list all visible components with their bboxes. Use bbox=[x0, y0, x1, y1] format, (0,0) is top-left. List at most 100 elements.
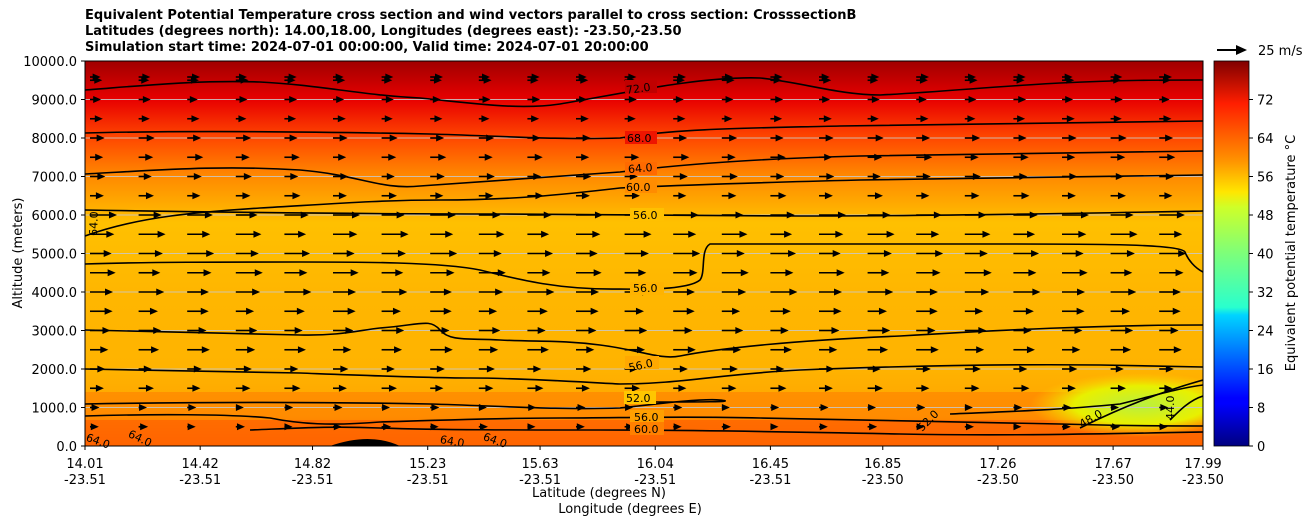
wind-vector-head bbox=[151, 346, 160, 354]
wind-vector-head bbox=[868, 404, 877, 411]
wind-vector-head bbox=[481, 115, 490, 123]
colorbar-tick-label: 56 bbox=[1257, 171, 1274, 186]
wind-vector-head bbox=[979, 250, 988, 257]
wind-vector-head bbox=[1063, 404, 1072, 411]
wind-vector-head bbox=[203, 269, 212, 277]
wind-vector-head bbox=[297, 346, 306, 354]
wind-vector-head bbox=[924, 153, 933, 161]
wind-vector-head bbox=[676, 76, 685, 84]
colorbar-tick-label: 0 bbox=[1257, 440, 1265, 455]
wind-vector-head bbox=[489, 307, 498, 315]
wind-vector-head bbox=[486, 134, 495, 142]
wind-vector-head bbox=[339, 134, 348, 142]
wind-vector-head bbox=[740, 269, 749, 277]
wind-vector-head bbox=[532, 134, 541, 142]
wind-vector-head bbox=[298, 230, 307, 238]
wind-vector-head bbox=[294, 327, 303, 334]
wind-vector-head bbox=[583, 365, 592, 373]
wind-vector-head bbox=[829, 346, 838, 354]
wind-vector-head bbox=[1079, 269, 1088, 277]
wind-vector-head bbox=[1162, 76, 1171, 84]
wind-vector-head bbox=[145, 192, 154, 200]
contour-52 bbox=[85, 398, 726, 410]
wind-vector-head bbox=[1165, 134, 1174, 142]
wind-vector-head bbox=[300, 211, 309, 219]
contour-label-64-left: 64.0 bbox=[87, 211, 101, 236]
wind-vector-head bbox=[775, 134, 784, 142]
wind-vector-head bbox=[631, 384, 640, 392]
wind-vector-head bbox=[435, 384, 444, 392]
wind-vector-head bbox=[153, 327, 162, 334]
wind-vector-head bbox=[1129, 230, 1138, 238]
wind-vector-head bbox=[738, 288, 747, 296]
wind-vector-head bbox=[436, 173, 445, 180]
wind-vector-head bbox=[384, 115, 393, 123]
contour-48-right bbox=[1079, 379, 1203, 429]
wind-vector-head bbox=[386, 365, 395, 373]
wind-vector-head bbox=[1117, 192, 1126, 200]
wind-vector-head bbox=[784, 230, 793, 238]
wind-vector-head bbox=[302, 250, 311, 257]
wind-vector-head bbox=[778, 192, 787, 200]
wind-vector-head bbox=[94, 76, 103, 84]
wind-vector-head bbox=[290, 173, 299, 180]
wind-vector-head bbox=[533, 173, 542, 180]
wind-vector-head bbox=[686, 307, 695, 315]
wind-vector-head bbox=[392, 307, 401, 315]
wind-vector-head bbox=[1062, 423, 1071, 431]
wind-vector-head bbox=[303, 288, 312, 296]
wind-vector-head bbox=[249, 327, 258, 334]
wind-vector-head bbox=[382, 404, 391, 411]
wind-vector-head bbox=[975, 307, 984, 315]
wind-vector-head bbox=[687, 346, 696, 354]
wind-vector-head bbox=[243, 365, 252, 373]
wind-vector-head bbox=[588, 327, 597, 334]
wind-vector-head bbox=[145, 153, 154, 161]
wind-vector-head bbox=[1076, 307, 1085, 315]
wind-vector-head bbox=[104, 307, 113, 315]
wind-vector-head bbox=[288, 115, 297, 123]
wind-vector-head bbox=[1170, 327, 1179, 334]
wind-vector-head bbox=[836, 269, 845, 277]
wind-vector-head bbox=[535, 192, 544, 200]
contour-label-56-c: 56.0 bbox=[627, 357, 654, 375]
wind-vector-head bbox=[590, 307, 599, 315]
wind-vector-head bbox=[1028, 269, 1037, 277]
wind-vector-head bbox=[640, 250, 649, 257]
wind-vector-head bbox=[348, 288, 357, 296]
wind-vector-head bbox=[349, 230, 358, 238]
wind-vector-head bbox=[874, 192, 883, 200]
wind-vector-head bbox=[91, 404, 100, 411]
wind-vector-head bbox=[881, 269, 890, 277]
wind-vector-head bbox=[679, 134, 688, 142]
wind-vector-head bbox=[241, 153, 250, 161]
contour-label-44-r: 44.0 bbox=[1164, 396, 1177, 421]
wind-vector-head bbox=[485, 192, 494, 200]
wind-vector-head bbox=[832, 250, 841, 257]
contour-56-surface bbox=[85, 413, 1203, 427]
wind-vector-head bbox=[982, 230, 991, 238]
wind-vector-head bbox=[291, 153, 300, 161]
colorbar-tick-label: 72 bbox=[1257, 94, 1274, 109]
wind-vector-head bbox=[728, 192, 737, 200]
wind-vector-head bbox=[287, 76, 296, 84]
y-tick-label: 7000.0 bbox=[32, 171, 78, 186]
wind-vector-head bbox=[388, 384, 397, 392]
wind-vector-head bbox=[922, 365, 931, 373]
wind-vector-head bbox=[97, 173, 106, 180]
wind-vector-head bbox=[883, 250, 892, 257]
wind-vector-head bbox=[1113, 76, 1122, 84]
contour-44-right bbox=[1169, 395, 1203, 421]
x-tick-label-lon: -23.50 bbox=[1182, 473, 1224, 488]
wind-vector-head bbox=[107, 269, 116, 277]
wind-vector-head bbox=[878, 307, 887, 315]
x-tick-label-lat: 17.99 bbox=[1184, 457, 1221, 472]
contour-label-52: 52.0 bbox=[626, 392, 651, 405]
wind-vector-head bbox=[242, 192, 251, 200]
wind-vector-head bbox=[882, 211, 891, 219]
wind-vector-head bbox=[289, 134, 298, 142]
wind-vector-head bbox=[776, 365, 785, 373]
wind-vector-head bbox=[880, 346, 889, 354]
wind-vector-head bbox=[824, 153, 833, 161]
wind-vector-head bbox=[1019, 365, 1028, 373]
